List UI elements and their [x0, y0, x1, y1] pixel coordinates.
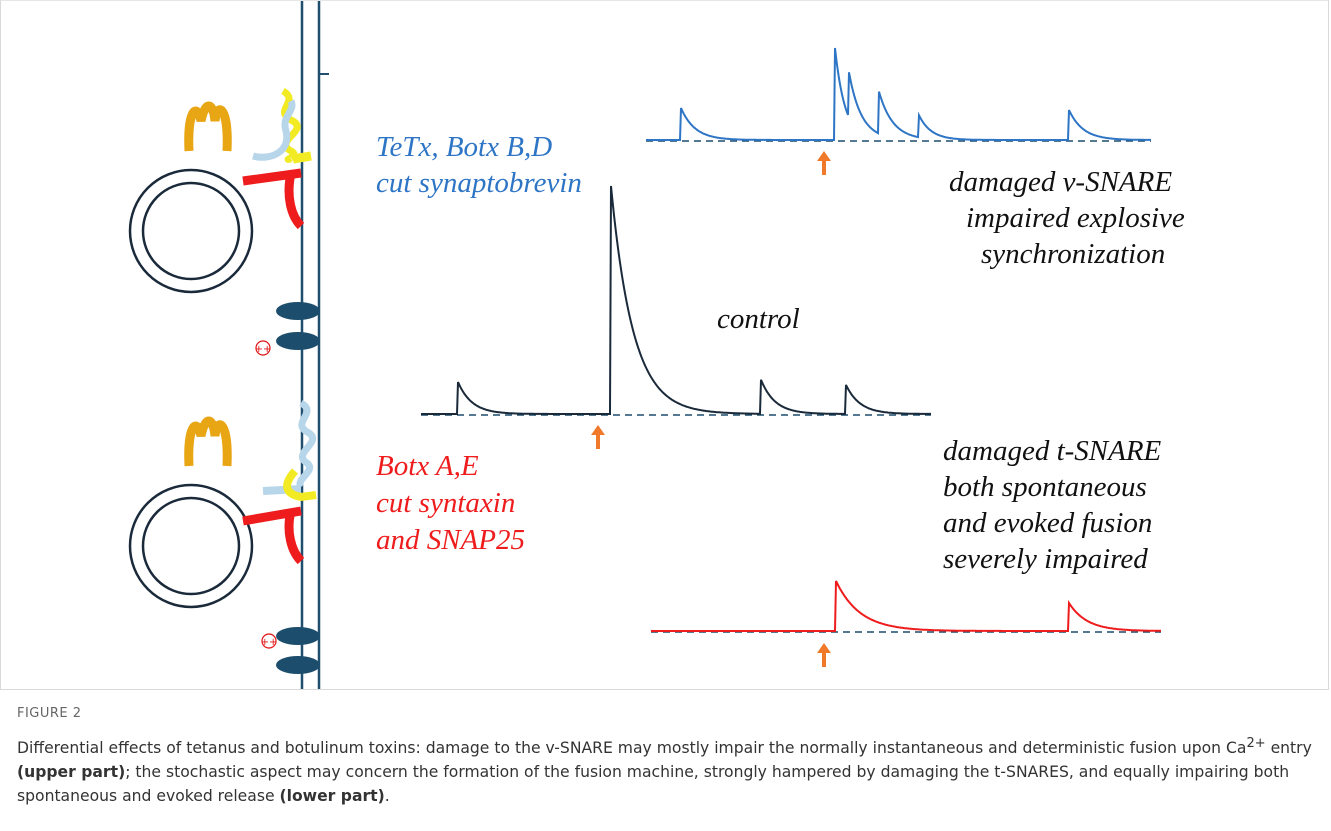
- snare-blue: [252, 99, 296, 161]
- effect-label: and evoked fusion: [943, 507, 1152, 539]
- caption-segment: (upper part): [17, 763, 126, 782]
- caption-segment: 2+: [1246, 736, 1266, 751]
- trace: [646, 47, 1151, 141]
- charge-circle: [261, 633, 277, 649]
- snare-blue: [262, 485, 302, 495]
- caption-segment: Differential effects of tetanus and botu…: [17, 739, 1247, 758]
- toxin-label: Botx A,E: [376, 450, 479, 482]
- channel: [276, 656, 320, 674]
- effect-label: severely impaired: [943, 543, 1148, 575]
- vesicle: [128, 483, 254, 609]
- effect-label: synchronization: [981, 238, 1165, 270]
- toxin-label: TeTx, Botx B,D: [376, 131, 552, 163]
- snare-red: [242, 168, 305, 230]
- protein-m: [184, 416, 232, 467]
- caption-segment: ; the stochastic aspect may concern the …: [17, 763, 1290, 806]
- protein-m: [184, 101, 232, 152]
- snare-red: [242, 506, 305, 565]
- effect-label: damaged v-SNARE: [949, 166, 1172, 198]
- effect-label: both spontaneous: [943, 471, 1147, 503]
- arrow: [817, 643, 831, 653]
- channel: [276, 302, 320, 320]
- trace: [421, 185, 931, 415]
- channel: [276, 627, 320, 645]
- caption-segment: (lower part): [279, 787, 385, 806]
- snare-yellow: [280, 87, 301, 163]
- charge: ++: [255, 344, 272, 355]
- vesicle: [141, 496, 241, 596]
- trace: [651, 580, 1161, 632]
- channel: [276, 332, 320, 350]
- effect-label: impaired explosive: [966, 202, 1185, 234]
- control-label: control: [717, 303, 800, 335]
- figure-art: ++ ++ TeTx, Botx B,D cut synaptobrevin d…: [128, 1, 1185, 689]
- snare-blue: [296, 399, 317, 490]
- snare-yellow: [292, 151, 312, 164]
- figure-frame: ++ ++ TeTx, Botx B,D cut synaptobrevin d…: [0, 0, 1329, 690]
- figure-label: FIGURE 2: [17, 706, 82, 721]
- charge-circle: [255, 340, 271, 356]
- vesicle: [141, 181, 241, 281]
- toxin-label: and SNAP25: [376, 524, 525, 556]
- snare-yellow: [283, 468, 317, 502]
- vesicle: [128, 168, 254, 294]
- arrow: [591, 425, 605, 435]
- caption-segment: entry: [1265, 739, 1312, 758]
- arrow: [817, 151, 831, 161]
- effect-label: damaged t-SNARE: [943, 435, 1162, 467]
- traces: [421, 47, 1161, 667]
- caption: Differential effects of tetanus and botu…: [17, 732, 1317, 808]
- toxin-label: cut syntaxin: [376, 487, 515, 519]
- toxin-label: cut synaptobrevin: [376, 167, 582, 199]
- charge: ++: [261, 637, 278, 648]
- caption-segment: .: [384, 787, 390, 806]
